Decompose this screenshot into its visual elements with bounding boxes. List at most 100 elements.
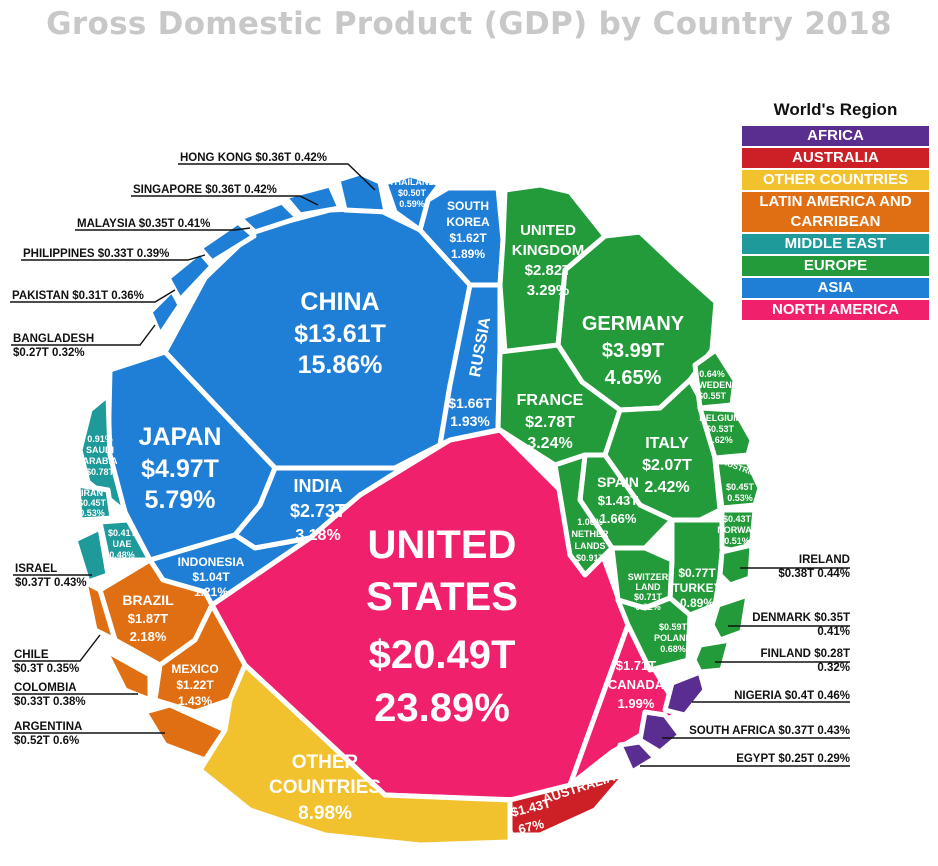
callout-ireland-name: IRELAND <box>799 554 850 566</box>
label-japan-name: JAPAN <box>139 423 222 451</box>
label-saudi-arabia-gdp: $0.78T <box>86 467 115 477</box>
callout-colombia-name: COLOMBIA <box>14 682 77 694</box>
cell-malaysia <box>237 199 301 235</box>
label-netherlands-gdp: $0.91T <box>576 553 605 563</box>
legend-item-north-america: NORTH AMERICA <box>742 300 929 322</box>
label-italy-share: 2.42% <box>644 479 689 496</box>
callouts: HONG KONG $0.36T 0.42% SINGAPORE $0.36T 0… <box>10 152 850 767</box>
label-south-korea-share: 1.89% <box>451 247 485 261</box>
callout-denmark-name: DENMARK $0.35T <box>752 612 850 624</box>
label-saudi-arabia-name: SAUDI <box>86 445 114 455</box>
callout-argentina-values: $0.52T 0.6% <box>14 735 79 747</box>
label-indonesia-gdp: $1.04T <box>192 570 230 584</box>
label-united-kingdom-share: 3.29% <box>527 282 570 299</box>
callout-israel-values: $0.37T 0.43% <box>15 577 87 589</box>
callout-malaysia: MALAYSIA $0.35T 0.41% <box>77 218 210 230</box>
label-spain-gdp: $1.43T <box>598 493 639 508</box>
legend-item-europe: EUROPE <box>742 256 929 278</box>
label-italy-gdp: $2.07T <box>642 457 692 474</box>
callout-philippines: PHILIPPINES $0.33T 0.39% <box>23 248 169 260</box>
label-poland-gdp: $0.59T <box>659 622 688 632</box>
callout-bangladesh-values: $0.27T 0.32% <box>13 347 85 359</box>
label-brazil-share: 2.18% <box>130 629 167 644</box>
label-japan-share: 5.79% <box>145 486 216 514</box>
legend-items: AFRICA AUSTRALIA OTHER COUNTRIES LATIN AMER… <box>742 126 929 322</box>
label-switzerland-gdp: $0.71T <box>634 592 663 602</box>
cell-iran <box>75 482 115 523</box>
label-belgium-share: 0.62% <box>707 435 733 445</box>
label-sweden-share: 0.64% <box>699 369 725 379</box>
callout-south-africa: SOUTH AFRICA $0.37T 0.43% <box>689 725 850 737</box>
label-uae-gdp: $0.41T <box>108 528 137 538</box>
cell-south-africa <box>637 709 683 755</box>
label-saudi-arabia-name: ARABIA <box>83 456 118 466</box>
callout-finland-name: FINLAND $0.28T <box>761 648 850 660</box>
label-india-share: 3.18% <box>295 527 340 544</box>
callout-denmark-values: 0.41% <box>817 626 850 638</box>
label-switzerland-name: LAND <box>636 582 661 592</box>
label-united-states-share: 23.89% <box>374 686 510 730</box>
label-austria-gdp: $0.45T <box>726 482 755 492</box>
cell-austria <box>713 459 763 511</box>
label-south-korea-name: SOUTH <box>447 199 489 213</box>
label-south-korea-gdp: $1.62T <box>449 231 487 245</box>
cell-thailand <box>382 172 443 233</box>
callout-pakistan: PAKISTAN $0.31T 0.36% <box>12 290 144 302</box>
label-netherlands-name: NETHER <box>571 529 609 539</box>
cell-sweden <box>692 347 738 411</box>
label-china-name: CHINA <box>300 288 379 316</box>
label-uae-share: 0.48% <box>109 550 135 560</box>
cell-labels: UNITED STATES $20.49T 23.89% CHINA $13.61T 15.… <box>78 177 757 839</box>
label-canada-name: CANADA <box>608 677 665 692</box>
legend-item-other-countries: OTHER COUNTRIES <box>742 170 929 192</box>
cell-colombia <box>102 647 153 703</box>
label-turkey-gdp: $0.77T <box>678 566 716 580</box>
label-canada-share: 1.99% <box>618 696 655 711</box>
label-netherlands-name: LANDS <box>575 541 606 551</box>
label-saudi-arabia-share: 0.91% <box>87 434 113 444</box>
label-norway-name: NORWAY <box>717 525 757 535</box>
label-france-gdp: $2.78T <box>525 414 575 431</box>
callout-ireland-values: $0.38T 0.44% <box>778 568 850 580</box>
cell-belgium <box>697 405 755 461</box>
label-united-kingdom-name: KINGDOM <box>512 242 585 259</box>
callout-chile-name: CHILE <box>14 649 49 661</box>
cell-singapore <box>282 182 343 218</box>
label-united-states-name: UNITED <box>368 523 517 567</box>
cells <box>72 170 763 848</box>
cell-nigeria <box>662 669 708 718</box>
legend-title: World's Region <box>773 100 898 119</box>
label-brazil-gdp: $1.87T <box>128 611 169 626</box>
callout-line-chile <box>12 634 101 662</box>
label-thailand-name: THAILAND <box>389 177 435 187</box>
label-spain-share: 1.66% <box>600 511 637 526</box>
cell-israel <box>72 525 111 585</box>
cell-denmark <box>709 592 751 643</box>
region-legend: World's Region AFRICA AUSTRALIA OTHER COUN… <box>742 100 929 322</box>
label-russia-share: 1.93% <box>450 413 490 429</box>
cell-hong-kong <box>335 170 389 215</box>
label-mexico-name: MEXICO <box>171 662 218 676</box>
label-france-name: FRANCE <box>517 392 584 409</box>
label-thailand-share: 0.59% <box>399 199 425 209</box>
label-iran-name: IRAN <box>81 488 103 498</box>
legend-item-asia: ASIA <box>742 278 929 300</box>
label-iran-share: 0.53% <box>79 508 105 518</box>
cell-finland <box>691 637 733 675</box>
label-mexico-share: 1.43% <box>178 694 212 708</box>
callout-line-philippines <box>21 254 206 261</box>
callout-line-bangladesh <box>11 324 156 346</box>
label-germany-gdp: $3.99T <box>602 340 664 362</box>
legend-item-middle-east: MIDDLE EAST <box>742 234 929 256</box>
label-other-countries-name: OTHER <box>292 752 359 773</box>
label-switzerland-name: SWITZER <box>628 572 669 582</box>
label-united-kingdom-name: UNITED <box>520 222 576 239</box>
label-france-share: 3.24% <box>527 435 572 452</box>
callout-line-hong-kong <box>178 163 376 191</box>
callout-hong-kong: HONG KONG $0.36T 0.42% <box>180 152 327 164</box>
chart-title: Gross Domestic Product (GDP) by Country … <box>46 6 892 42</box>
cell-ireland <box>717 542 755 588</box>
callout-argentina-name: ARGENTINA <box>14 721 82 733</box>
label-iran-gdp: $0.45T <box>78 498 107 508</box>
cell-chile <box>82 579 118 643</box>
